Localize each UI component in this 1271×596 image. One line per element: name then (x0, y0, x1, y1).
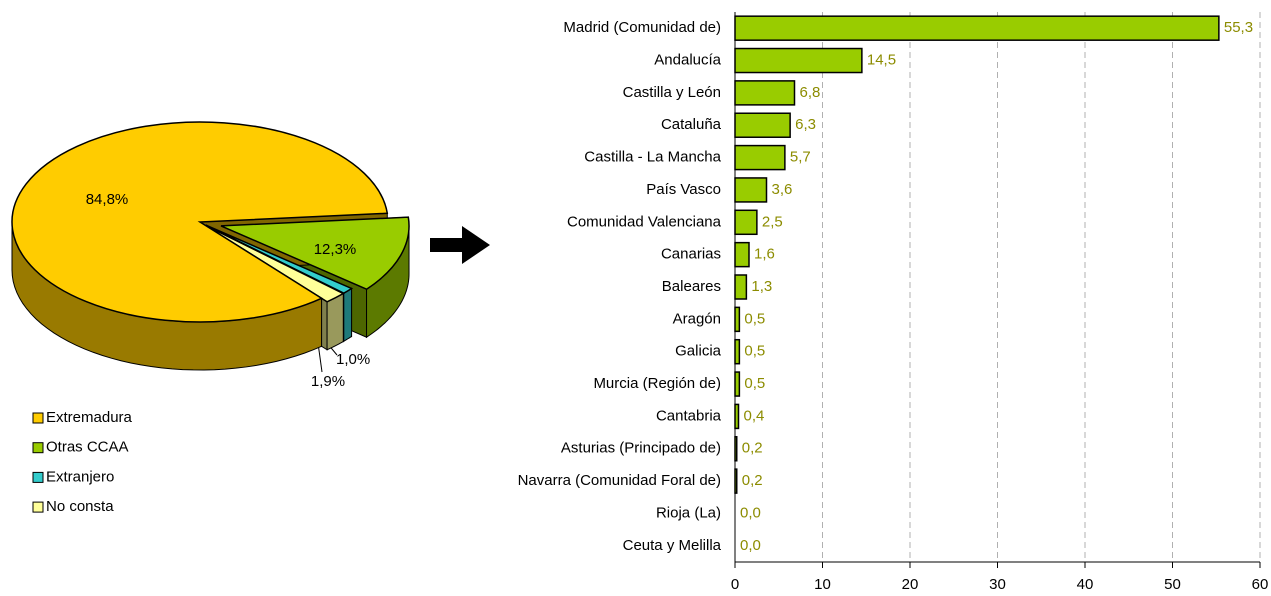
bar (734, 338, 741, 365)
y-tick-label: Castilla y León (623, 84, 721, 101)
legend-label: Extranjero (46, 468, 114, 485)
data-label: 84,8% (86, 191, 129, 208)
legend-label: No consta (46, 498, 114, 515)
data-label: 0,5 (744, 375, 765, 392)
y-tick-label: Murcia (Región de) (593, 375, 721, 392)
bar (734, 436, 738, 462)
bar (734, 15, 1220, 41)
y-tick-label: Ceuta y Melilla (623, 537, 722, 554)
legend-label: Extremadura (46, 409, 133, 426)
y-tick-label: Aragón (673, 310, 721, 327)
data-label: 0,2 (742, 472, 763, 489)
pie-slice (220, 216, 410, 291)
data-label: 2,5 (762, 213, 783, 230)
x-tick-label: 40 (1077, 576, 1094, 593)
bar (734, 403, 740, 430)
y-tick-label: Andalucía (654, 51, 721, 68)
bar (734, 274, 748, 300)
legend-swatch (32, 501, 44, 513)
data-label: 6,3 (795, 116, 816, 133)
x-tick-label: 60 (1252, 576, 1269, 593)
data-label: 6,8 (800, 84, 821, 101)
arrow (430, 226, 490, 264)
y-tick-label: Comunidad Valenciana (567, 213, 722, 230)
data-label: 0,5 (744, 343, 765, 360)
pie-side (326, 292, 344, 351)
data-label: 14,5 (867, 51, 896, 68)
legend-swatch (32, 442, 44, 454)
y-tick-label: País Vasco (646, 181, 721, 198)
legend-swatch (32, 412, 44, 424)
data-label: 0,2 (742, 440, 763, 457)
x-tick-label: 10 (814, 576, 831, 593)
x-tick-label: 20 (902, 576, 919, 593)
bar (734, 209, 758, 236)
data-label: 3,6 (772, 181, 793, 198)
pie-slice (205, 224, 345, 303)
data-label: 1,9% (311, 373, 345, 390)
data-label: 1,0% (336, 351, 370, 368)
data-label: 1,6 (754, 246, 775, 263)
data-label: 0,0 (740, 504, 761, 521)
data-label: 0,4 (744, 407, 765, 424)
x-tick-label: 0 (731, 576, 739, 593)
bar (734, 468, 738, 494)
bar (734, 144, 786, 171)
bar (734, 371, 741, 397)
data-label: 12,3% (314, 241, 357, 258)
bar (734, 177, 768, 203)
data-label: 1,3 (751, 278, 772, 295)
pie-slice (11, 121, 389, 323)
y-tick-label: Cantabria (656, 407, 722, 424)
bar (734, 47, 863, 74)
data-label: 55,3 (1224, 19, 1253, 36)
y-tick-label: Asturias (Principado de) (561, 440, 721, 457)
y-tick-label: Cataluña (661, 116, 722, 133)
x-tick-label: 50 (1164, 576, 1181, 593)
x-tick-label: 30 (989, 576, 1006, 593)
y-tick-label: Castilla - La Mancha (584, 149, 721, 166)
bar (734, 241, 750, 268)
data-label: 0,0 (740, 537, 761, 554)
data-label: 5,7 (790, 149, 811, 166)
legend-swatch (32, 471, 44, 483)
y-tick-label: Canarias (661, 246, 721, 263)
y-tick-label: Rioja (La) (656, 504, 721, 521)
y-tick-label: Madrid (Comunidad de) (563, 19, 721, 36)
bar (734, 112, 791, 138)
bar (734, 80, 796, 106)
data-label: 0,5 (744, 310, 765, 327)
y-tick-label: Baleares (662, 278, 721, 295)
pie-side (343, 287, 353, 343)
y-tick-label: Galicia (675, 343, 722, 360)
legend-label: Otras CCAA (46, 439, 129, 456)
y-tick-label: Navarra (Comunidad Foral de) (518, 472, 721, 489)
bar (734, 306, 741, 333)
